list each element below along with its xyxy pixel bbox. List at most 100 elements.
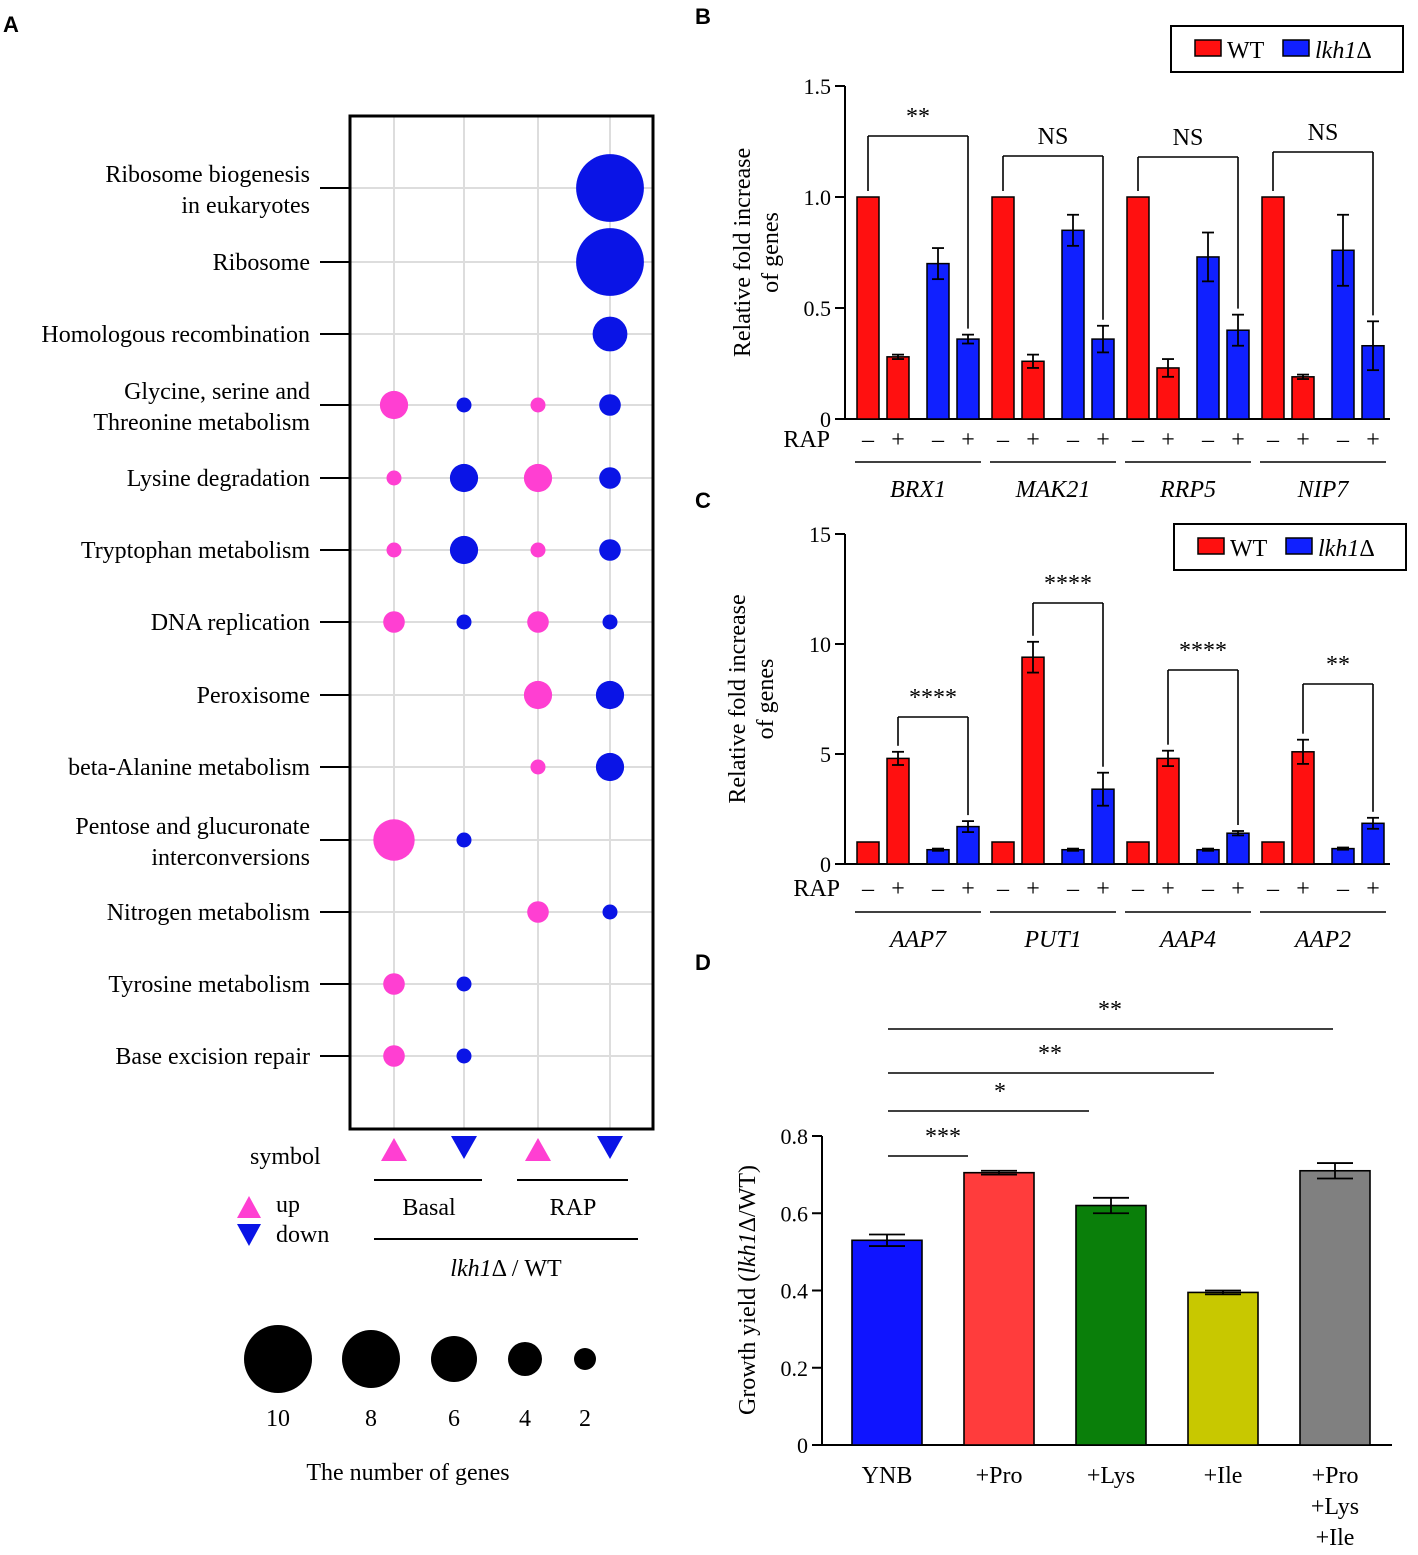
- pathway-label: beta-Alanine metabolism: [68, 755, 310, 781]
- bar: [1126, 841, 1150, 865]
- legend-ko-italic: lkh1: [1318, 536, 1359, 562]
- treatment-sign: +: [1231, 876, 1245, 902]
- gene-count-dot: [386, 542, 402, 558]
- treatment-sign: –: [861, 876, 875, 902]
- y-axis-label: Relative fold increase: [725, 594, 751, 803]
- basal-group-label: Basal: [402, 1195, 456, 1221]
- treatment-sign: +: [1161, 876, 1175, 902]
- legend-ko-label: lkh1Δ: [1318, 536, 1375, 562]
- bar: [1061, 229, 1085, 420]
- treatment-sign: +: [1026, 876, 1040, 902]
- bar: [991, 841, 1015, 865]
- category-label: +Ile: [1316, 1525, 1355, 1551]
- gene-count-dot: [530, 397, 546, 413]
- pathway-label: in eukaryotes: [181, 193, 310, 219]
- treatment-sign: +: [1096, 427, 1110, 453]
- legend-wt-label: WT: [1227, 38, 1265, 64]
- bar: [856, 196, 880, 420]
- legend-down-icon: [237, 1224, 261, 1246]
- size-legend-label: 4: [519, 1406, 531, 1432]
- y-axis-label: Growth yield (lkh1Δ/WT): [735, 1165, 761, 1415]
- gene-count-dot: [456, 832, 472, 848]
- treatment-sign: –: [1066, 876, 1080, 902]
- treatment-sign: –: [1066, 427, 1080, 453]
- y-tick-label: 15: [809, 522, 831, 547]
- treatment-sign: +: [961, 427, 975, 453]
- bar: [1261, 196, 1285, 420]
- gene-count-dot: [527, 901, 549, 923]
- rap-label: RAP: [783, 427, 830, 453]
- comparison-label-rest: Δ / WT: [492, 1256, 562, 1282]
- bar: [926, 262, 950, 420]
- y-tick-label: 10: [809, 632, 831, 657]
- panel-letter-b: B: [695, 4, 711, 29]
- treatment-sign: +: [1096, 876, 1110, 902]
- treatment-sign: –: [931, 876, 945, 902]
- pathway-label: Tryptophan metabolism: [81, 538, 310, 564]
- gene-count-dot: [449, 535, 479, 565]
- y-tick-label: 5: [820, 742, 831, 767]
- treatment-sign: –: [996, 876, 1010, 902]
- category-label: +Ile: [1204, 1463, 1243, 1489]
- gene-count-dot: [527, 611, 549, 633]
- category-label: +Lys: [1087, 1463, 1135, 1489]
- treatment-sign: –: [1201, 427, 1215, 453]
- gene-name: RRP5: [1159, 477, 1216, 503]
- panel-letter-a: A: [3, 12, 19, 37]
- gene-count-dot: [599, 467, 621, 489]
- size-legend-label: 8: [365, 1406, 377, 1432]
- legend-wt-label: WT: [1230, 536, 1268, 562]
- comparison-label: lkh1Δ / WT: [450, 1256, 562, 1282]
- significance-label: **: [1326, 652, 1350, 678]
- bar: [1261, 841, 1285, 865]
- y-tick-label: 0.8: [781, 1124, 809, 1149]
- bar: [1061, 848, 1085, 865]
- bar: [1291, 751, 1315, 865]
- gene-count-dot: [576, 228, 644, 296]
- size-legend-dot: [508, 1342, 542, 1376]
- down-triangle-icon: [451, 1136, 477, 1159]
- treatment-sign: +: [1366, 876, 1380, 902]
- bar: [1021, 360, 1045, 420]
- y-axis-label-part: Δ/WT): [735, 1165, 761, 1232]
- y-axis-label-part: Growth yield (: [735, 1274, 761, 1415]
- treatment-sign: –: [1336, 427, 1350, 453]
- gene-count-dot: [530, 542, 546, 558]
- legend-wt-swatch: [1197, 537, 1225, 555]
- bar: [886, 356, 910, 420]
- gene-count-dot: [456, 976, 472, 992]
- bar: [1299, 1169, 1371, 1446]
- bar: [991, 196, 1015, 420]
- y-axis-label-part: lkh1: [735, 1232, 761, 1273]
- size-legend-dot: [574, 1348, 596, 1370]
- bar: [851, 1239, 923, 1446]
- y-tick-label: 0: [820, 852, 831, 877]
- gene-count-dot: [456, 1048, 472, 1064]
- legend-ko-italic: lkh1: [1315, 38, 1356, 64]
- panel-b-bar-chart: 0 0.5 1.0 1.5 Relative fold increase of genes…: [730, 25, 1404, 503]
- y-axis-label: of genes: [753, 659, 779, 740]
- gene-name: AAP7: [888, 927, 947, 953]
- gene-name: BRX1: [890, 477, 946, 503]
- gene-count-dot: [530, 759, 546, 775]
- up-triangle-icon: [381, 1138, 407, 1161]
- bar: [1187, 1291, 1259, 1446]
- bar: [1331, 847, 1355, 865]
- rap-group-label: RAP: [550, 1195, 597, 1221]
- category-label: YNB: [862, 1463, 913, 1489]
- significance-label: NS: [1038, 124, 1069, 150]
- pathway-label: DNA replication: [151, 610, 310, 636]
- treatment-sign: +: [891, 427, 905, 453]
- pathway-label: Ribosome: [213, 250, 310, 276]
- size-legend-dot: [431, 1336, 477, 1382]
- legend-ko-rest: Δ: [1359, 536, 1374, 562]
- y-axis-label: of genes: [758, 212, 784, 293]
- bar: [926, 848, 950, 865]
- bar: [1291, 376, 1315, 420]
- gene-name: PUT1: [1023, 927, 1081, 953]
- gene-name: NIP7: [1297, 477, 1350, 503]
- y-tick-label: 0.6: [781, 1201, 809, 1226]
- treatment-sign: +: [1366, 427, 1380, 453]
- size-legend-dot: [244, 1325, 312, 1393]
- y-tick-label: 0.2: [781, 1356, 809, 1381]
